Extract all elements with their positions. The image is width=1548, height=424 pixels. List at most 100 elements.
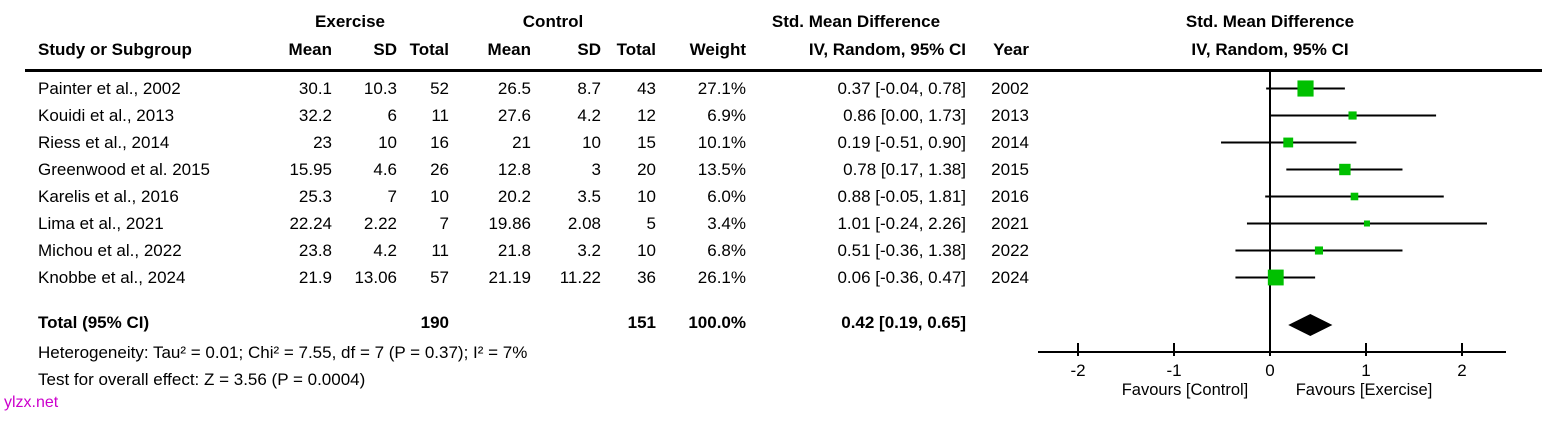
total-label: Total (95% CI) (38, 313, 150, 332)
effect-square (1283, 137, 1294, 148)
cell-ex_total: 52 (430, 79, 449, 98)
cell-name: Lima et al., 2021 (38, 214, 164, 233)
cell-c_sd: 3 (591, 160, 601, 179)
cell-ex_sd: 10 (378, 133, 397, 152)
cell-ex_total: 11 (431, 106, 449, 125)
col-header-c-sd: SD (577, 40, 601, 59)
group-header-exercise: Exercise (315, 12, 385, 31)
cell-c_total: 10 (637, 187, 656, 206)
cell-c_sd: 4.2 (577, 106, 601, 125)
cell-c_sd: 10 (582, 133, 601, 152)
table-row: Riess et al., 2014 23 10 16 21 10 15 10.1% 0.19 … (0, 129, 1035, 156)
cell-c_sd: 2.08 (567, 214, 601, 233)
cell-name: Knobbe et al., 2024 (38, 268, 186, 287)
col-header-ex-sd: SD (373, 40, 397, 59)
cell-c_total: 20 (637, 160, 656, 179)
cell-ci_text: 0.37 [-0.04, 0.78] (837, 79, 966, 98)
cell-ex_total: 10 (430, 187, 449, 206)
cell-c_mean: 12.8 (497, 160, 531, 179)
forest-plot-canvas: -2 -1 0 1 2 Favours [Control] Favours [Exercis… (1038, 72, 1506, 399)
total-c-total: 151 (627, 313, 656, 332)
header-divider-line (25, 69, 1542, 72)
effect-square (1348, 111, 1357, 120)
cell-ci_text: 0.88 [-0.05, 1.81] (837, 187, 966, 206)
cell-weight: 27.1% (697, 79, 746, 98)
cell-ci_text: 0.06 [-0.36, 0.47] (837, 268, 966, 287)
total-row: Total (95% CI) 190 151 100.0% 0.42 [0.19… (0, 309, 1035, 336)
cell-c_total: 15 (637, 133, 656, 152)
cell-ex_total: 11 (431, 241, 449, 260)
col-header-ex-total: Total (409, 40, 449, 59)
axis-tick-label: 1 (1361, 361, 1370, 380)
cell-ex_mean: 15.95 (289, 160, 332, 179)
table-row: Painter et al., 2002 30.1 10.3 52 26.5 8.7 43 2… (0, 75, 1035, 102)
cell-c_mean: 21.8 (497, 241, 531, 260)
axis-tick-label: -2 (1070, 361, 1085, 380)
cell-ex_sd: 6 (387, 106, 397, 125)
cell-c_mean: 19.86 (488, 214, 531, 233)
cell-ci_text: 0.86 [0.00, 1.73] (843, 106, 966, 125)
cell-c_total: 43 (637, 79, 656, 98)
cell-c_total: 5 (646, 214, 656, 233)
cell-ex_sd: 13.06 (354, 268, 397, 287)
effect-square (1350, 192, 1359, 201)
cell-ci_text: 1.01 [-0.24, 2.26] (837, 214, 966, 233)
cell-name: Greenwood et al. 2015 (38, 160, 211, 179)
col-header-c-total: Total (616, 40, 656, 59)
cell-name: Riess et al., 2014 (38, 133, 170, 152)
effect-square (1267, 269, 1284, 286)
cell-name: Michou et al., 2022 (38, 241, 182, 260)
cell-year: 2013 (991, 106, 1029, 125)
cell-c_mean: 26.5 (497, 79, 531, 98)
plot-title-line2: IV, Random, 95% CI (1191, 40, 1349, 59)
cell-year: 2022 (991, 241, 1029, 260)
cell-ex_sd: 4.6 (373, 160, 397, 179)
cell-weight: 26.1% (697, 268, 746, 287)
effect-square (1314, 246, 1324, 255)
cell-weight: 10.1% (697, 133, 746, 152)
watermark-link[interactable]: ylzx.net (4, 394, 59, 411)
cell-c_sd: 8.7 (577, 79, 601, 98)
col-header-study: Study or Subgroup (38, 40, 192, 59)
col-header-c-mean: Mean (487, 40, 531, 59)
cell-ex_sd: 10.3 (363, 79, 397, 98)
table-row: Karelis et al., 2016 25.3 7 10 20.2 3.5 10 6.0%… (0, 183, 1035, 210)
cell-c_sd: 3.2 (577, 241, 601, 260)
cell-ex_mean: 23.8 (298, 241, 332, 260)
axis-tick-label: 0 (1265, 361, 1274, 380)
cell-c_mean: 27.6 (497, 106, 531, 125)
cell-ci_text: 0.78 [0.17, 1.38] (843, 160, 966, 179)
cell-name: Kouidi et al., 2013 (38, 106, 175, 125)
cell-ex_mean: 23 (313, 133, 332, 152)
cell-name: Karelis et al., 2016 (38, 187, 179, 206)
cell-ex_total: 57 (430, 268, 449, 287)
cell-weight: 6.8% (707, 241, 746, 260)
cell-ex_mean: 32.2 (298, 106, 332, 125)
cell-ex_total: 7 (439, 214, 449, 233)
favours-right-label: Favours [Exercise] (1296, 381, 1433, 399)
cell-year: 2015 (991, 160, 1029, 179)
table-row: Greenwood et al. 2015 15.95 4.6 26 12.8 3 20 13… (0, 156, 1035, 183)
axis-tick-label: 2 (1457, 361, 1466, 380)
effect-square (1363, 220, 1370, 227)
plot-title-line1: Std. Mean Difference (1185, 12, 1355, 31)
col-header-year: Year (993, 40, 1029, 59)
effect-square (1339, 163, 1351, 176)
cell-ci_text: 0.19 [-0.51, 0.90] (837, 133, 966, 152)
cell-weight: 13.5% (697, 160, 746, 179)
cell-weight: 6.0% (707, 187, 746, 206)
effect-square (1297, 80, 1314, 97)
cell-ex_sd: 7 (387, 187, 397, 206)
cell-c_sd: 3.5 (577, 187, 601, 206)
cell-ex_sd: 4.2 (373, 241, 397, 260)
cell-c_total: 12 (637, 106, 656, 125)
cell-weight: 6.9% (707, 106, 746, 125)
total-ex-total: 190 (420, 313, 449, 332)
total-ci-text: 0.42 [0.19, 0.65] (841, 313, 966, 332)
cell-year: 2016 (991, 187, 1029, 206)
cell-year: 2021 (991, 214, 1029, 233)
col-header-ex-mean: Mean (288, 40, 332, 59)
cell-c_total: 10 (637, 241, 656, 260)
overall-effect-text: Test for overall effect: Z = 3.56 (P = 0… (38, 370, 366, 389)
cell-c_mean: 21.19 (488, 268, 531, 287)
